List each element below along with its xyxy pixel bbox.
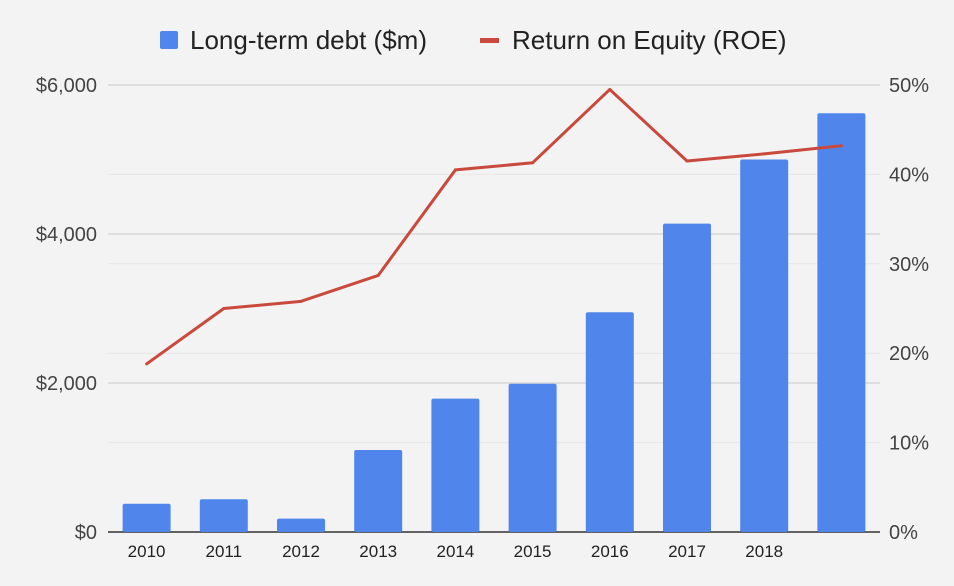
legend-swatch-roe bbox=[480, 38, 499, 43]
x-tick-label: 2018 bbox=[745, 542, 783, 561]
x-tick-label: 2013 bbox=[359, 542, 397, 561]
legend-swatch-debt bbox=[160, 31, 178, 49]
roe-point bbox=[222, 307, 226, 310]
roe-point bbox=[531, 161, 535, 165]
x-tick-label: 2016 bbox=[591, 542, 629, 561]
x-tick-label: 2010 bbox=[128, 542, 166, 561]
right-tick-label: 40% bbox=[889, 164, 929, 186]
left-axis-ticks: $0 $2,000 $4,000 $6,000 bbox=[36, 75, 97, 544]
bar-debt bbox=[585, 312, 634, 532]
x-tick-label: 2012 bbox=[282, 542, 320, 561]
roe-line bbox=[145, 87, 843, 366]
bar-debt bbox=[740, 159, 789, 532]
legend-label-debt: Long-term debt ($m) bbox=[190, 25, 427, 55]
right-tick-label: 0% bbox=[889, 522, 918, 544]
right-tick-label: 50% bbox=[889, 75, 929, 97]
x-tick-label: 2011 bbox=[206, 542, 243, 561]
x-tick-label: 2014 bbox=[436, 542, 474, 561]
right-tick-label: 10% bbox=[889, 433, 929, 455]
bar-debt bbox=[122, 503, 171, 532]
x-tick-label: 2017 bbox=[668, 542, 706, 561]
roe-point bbox=[608, 87, 612, 91]
bar-debt bbox=[354, 450, 403, 532]
x-axis-labels: 2010 2011 2012 2013 2014 2015 2016 2017 2018 bbox=[128, 542, 783, 561]
roe-point bbox=[839, 144, 843, 148]
roe-series-line bbox=[145, 87, 842, 366]
left-tick-label: $4,000 bbox=[36, 224, 97, 246]
debt-bars bbox=[122, 113, 866, 532]
legend-label-roe: Return on Equity (ROE) bbox=[512, 25, 787, 55]
bar-debt bbox=[508, 383, 557, 532]
roe-point bbox=[299, 299, 303, 303]
roe-point bbox=[685, 159, 689, 163]
bar-debt bbox=[663, 223, 711, 532]
left-tick-label: $6,000 bbox=[36, 75, 97, 97]
roe-point bbox=[376, 273, 380, 277]
roe-point bbox=[145, 362, 149, 366]
roe-point bbox=[453, 168, 457, 172]
right-tick-label: 30% bbox=[889, 254, 929, 276]
roe-point bbox=[762, 152, 766, 156]
legend: Long-term debt ($m) Return on Equity (ROE… bbox=[160, 25, 787, 55]
x-tick-label: 2015 bbox=[514, 542, 552, 561]
bar-debt bbox=[277, 518, 325, 532]
bar-debt bbox=[817, 113, 866, 532]
left-tick-label: $0 bbox=[75, 522, 97, 544]
right-axis-ticks: 0% 10% 20% 30% 40% 50% bbox=[889, 75, 929, 544]
left-tick-label: $2,000 bbox=[36, 373, 97, 395]
bar-debt bbox=[431, 398, 480, 532]
right-tick-label: 20% bbox=[889, 343, 929, 365]
bar-debt bbox=[199, 499, 248, 532]
